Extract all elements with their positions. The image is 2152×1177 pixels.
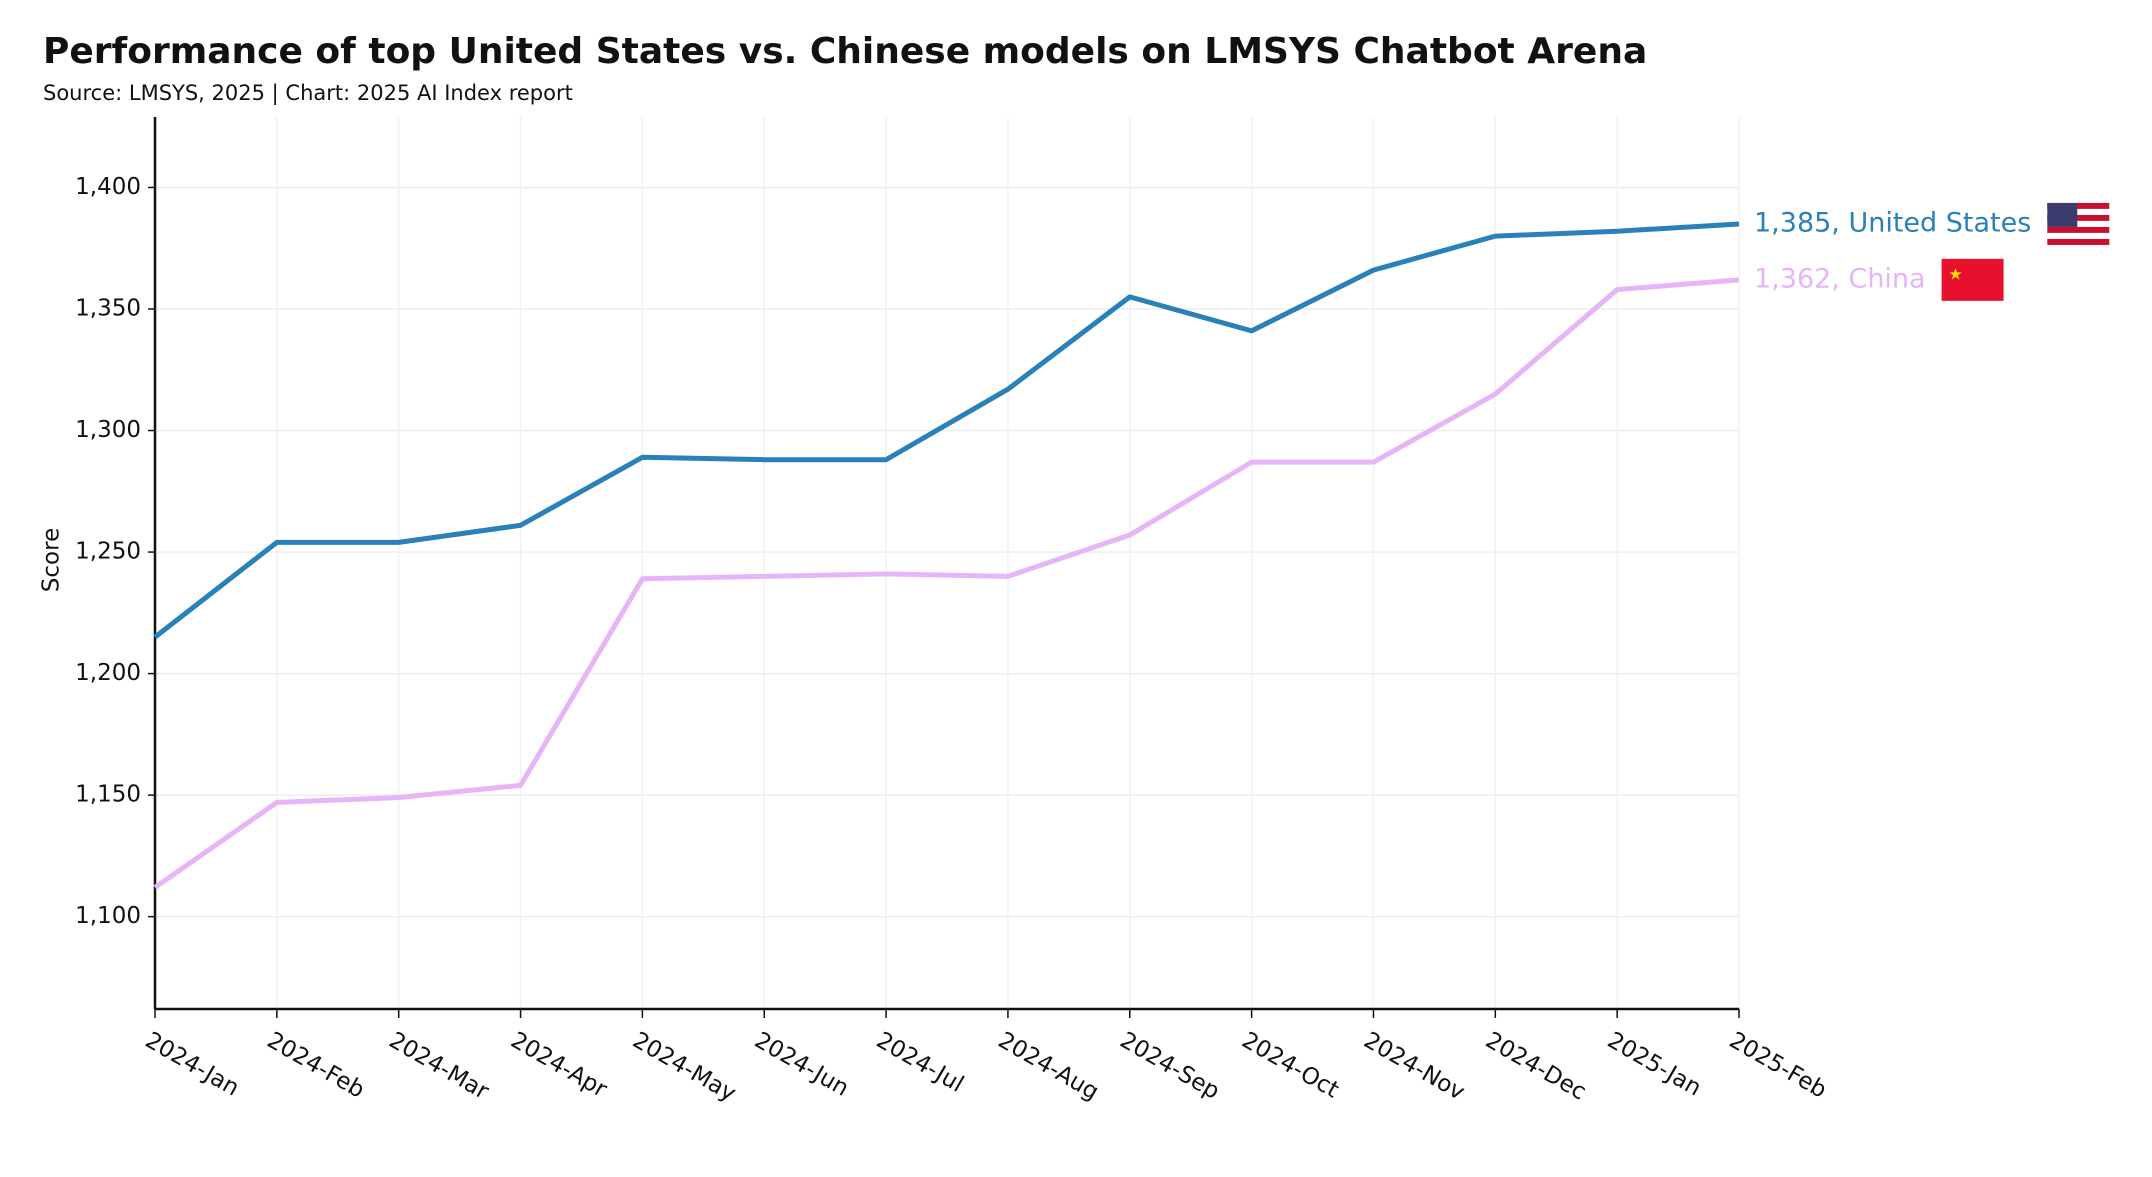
flag-stripe (2047, 202, 2110, 209)
y-axis-label: Score (39, 528, 65, 592)
y-tick-label: 1,100 (75, 903, 141, 929)
series-line: United States (153, 221, 1740, 640)
x-tick-label: 2024-May (628, 1027, 740, 1107)
x-tick-label: 2024-Dec (1481, 1027, 1590, 1105)
end-label: 1,385, United States (1754, 207, 2031, 238)
y-tick-label: 1,350 (75, 296, 141, 322)
flag-stripe (2047, 208, 2110, 215)
x-tick-label: 2024-Jun (750, 1027, 853, 1102)
x-tick-label: 2024-Jan (141, 1027, 244, 1101)
flag: ★ (1941, 258, 2004, 301)
y-tick-label: 1,150 (75, 782, 141, 808)
y-tick-label: 1,400 (75, 174, 141, 200)
x-tick-label: 2024-Jul (872, 1027, 968, 1097)
y-tick-label: 1,250 (75, 539, 141, 565)
flag-stripe (2047, 226, 2110, 233)
flag-stripe (2047, 214, 2110, 221)
x-tick-label: 2025-Jan (1603, 1027, 1706, 1101)
x-tick-label: 2024-Oct (1237, 1027, 1343, 1103)
end-label: 1,362, China (1754, 263, 1926, 294)
chart-title: Performance of top United States vs. Chi… (43, 31, 1647, 72)
flag-stripe (2047, 238, 2110, 245)
x-tick-label: 2024-Nov (1359, 1027, 1469, 1105)
x-tick-label: 2024-Sep (1116, 1027, 1224, 1105)
chart-subtitle: Source: LMSYS, 2025 | Chart: 2025 AI Ind… (43, 81, 573, 106)
flag-canton (2047, 202, 2078, 227)
flag-star: ★ (1948, 264, 1962, 283)
x-tick-label: 2024-Apr (506, 1027, 611, 1103)
flag-stripe (2047, 220, 2110, 227)
flag-field (1941, 258, 2004, 301)
x-tick-label: 2024-Aug (994, 1027, 1103, 1105)
series-line: China (153, 277, 1740, 890)
x-tick-label: 2025-Feb (1725, 1027, 1831, 1103)
x-tick-label: 2024-Feb (263, 1027, 369, 1103)
y-tick-label: 1,200 (75, 660, 141, 686)
x-tick-label: 2024-Mar (384, 1027, 493, 1105)
flag (2047, 202, 2110, 245)
y-tick-label: 1,300 (75, 417, 141, 443)
flag-stripe (2047, 232, 2110, 239)
